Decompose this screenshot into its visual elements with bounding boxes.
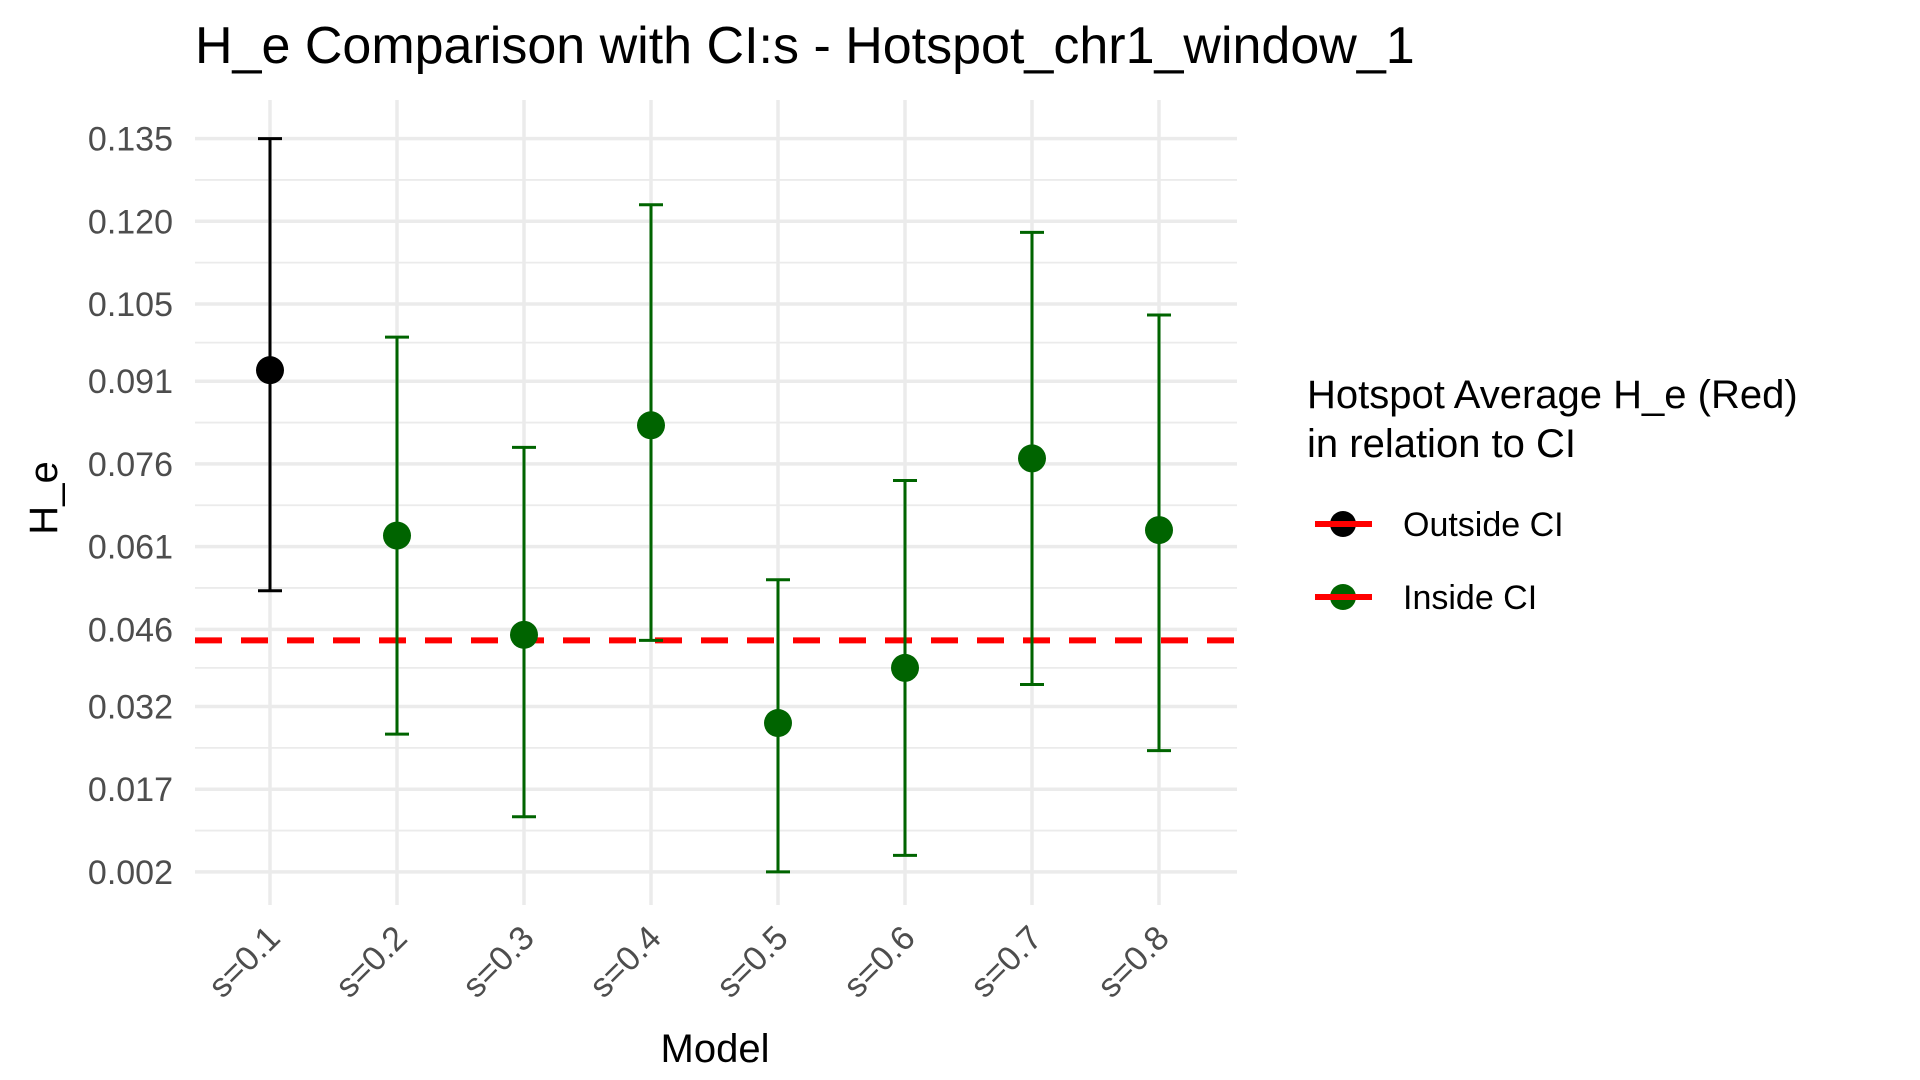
data-point	[891, 653, 919, 682]
legend-entries: Outside CI Inside CI	[1315, 506, 1564, 617]
legend-label: Outside CI	[1403, 506, 1564, 544]
x-tick-label: s=0.6	[836, 919, 922, 1005]
x-tick-label: s=0.2	[328, 919, 414, 1005]
legend-label: Inside CI	[1403, 579, 1537, 617]
y-tick-label: 0.002	[88, 854, 173, 892]
y-axis-title: H_e	[22, 461, 66, 534]
y-axis-ticks: 0.002 0.017 0.032 0.046 0.061 0.076 0.091 0.105…	[88, 121, 173, 892]
legend: Hotspot Average H_e (Red) in relation to…	[1307, 373, 1798, 617]
data-point	[383, 521, 411, 550]
x-tick-label: s=0.7	[963, 919, 1049, 1005]
y-tick-label: 0.105	[88, 286, 173, 324]
x-tick-label: s=0.5	[709, 919, 795, 1005]
y-tick-label: 0.046	[88, 611, 173, 649]
x-tick-label: s=0.8	[1090, 919, 1176, 1005]
x-tick-label: s=0.4	[582, 919, 668, 1005]
y-tick-label: 0.017	[88, 771, 173, 809]
x-axis-title: Model	[661, 1027, 770, 1071]
legend-title-line-2: in relation to CI	[1307, 422, 1576, 466]
x-axis-ticks: s=0.1 s=0.2 s=0.3 s=0.4 s=0.5 s=0.6 s=0.7 s=0.8	[201, 919, 1176, 1005]
data-point	[256, 356, 284, 385]
y-tick-label: 0.120	[88, 203, 173, 241]
legend-title-line-1: Hotspot Average H_e (Red)	[1307, 373, 1798, 417]
y-tick-label: 0.076	[88, 446, 173, 484]
y-tick-label: 0.135	[88, 121, 173, 159]
data-marks	[256, 137, 1173, 874]
grid	[195, 100, 1237, 905]
data-point	[1018, 444, 1046, 473]
x-tick-label: s=0.1	[201, 919, 287, 1005]
chart-title: H_e Comparison with CI:s - Hotspot_chr1_…	[195, 17, 1415, 75]
data-point	[637, 411, 665, 440]
x-tick-label: s=0.3	[455, 919, 541, 1005]
y-tick-label: 0.061	[88, 529, 173, 567]
y-tick-label: 0.032	[88, 689, 173, 727]
data-point	[764, 709, 792, 738]
data-point	[510, 620, 538, 649]
data-point	[1145, 516, 1173, 545]
y-tick-label: 0.091	[88, 363, 173, 401]
